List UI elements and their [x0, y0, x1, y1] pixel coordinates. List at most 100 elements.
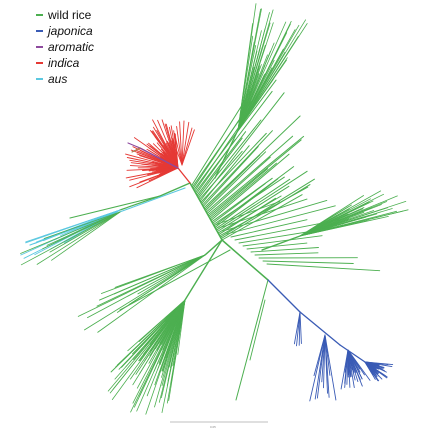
- japonica-branch: [324, 334, 330, 398]
- indica-branch: [181, 120, 185, 166]
- wild-rice-branch: [111, 299, 186, 401]
- wild-rice-branch: [249, 299, 266, 361]
- wild-rice-branch: [51, 211, 121, 261]
- wild-rice-branch: [214, 129, 239, 179]
- wild-rice-branch: [209, 168, 269, 218]
- legend-item-aromatic: aromatic: [36, 39, 94, 55]
- legend-label-wild-rice: wild rice: [48, 8, 92, 22]
- legend-item-aus: aus: [36, 71, 94, 87]
- wild-rice-branch: [208, 139, 302, 217]
- wild-rice-branch: [261, 235, 301, 251]
- wild-rice-branch: [214, 201, 281, 226]
- wild-rice-branch: [198, 119, 262, 199]
- wild-rice-branch: [250, 247, 319, 253]
- indica-branch: [136, 167, 179, 189]
- wild-rice-branch: [235, 279, 269, 401]
- wild-rice-branch: [184, 239, 223, 301]
- wild-rice-branch: [221, 194, 303, 241]
- legend-swatch-wild-rice: [36, 14, 43, 16]
- japonica-branch: [316, 334, 326, 399]
- scale-bar-label: 0.05: [210, 425, 216, 429]
- wild-rice-branch: [212, 183, 266, 224]
- wild-rice-branch: [84, 254, 206, 331]
- legend-swatch-japonica: [36, 30, 43, 32]
- wild-rice-branch: [210, 162, 277, 220]
- wild-rice-branch: [254, 252, 319, 256]
- wild-rice-branch: [206, 156, 271, 214]
- wild-rice-branch: [20, 211, 121, 266]
- wild-rice-branch: [216, 185, 290, 232]
- wild-rice-branch: [238, 226, 342, 244]
- indica-branch: [171, 137, 183, 166]
- wild-rice-branch: [204, 154, 261, 210]
- wild-rice-branch: [119, 195, 161, 211]
- wild-rice-branch: [201, 145, 250, 204]
- legend-item-indica: indica: [36, 55, 94, 71]
- legend: wild rice japonica aromatic indica aus: [36, 7, 94, 87]
- wild-rice-branch: [49, 211, 121, 253]
- indica-branch: [181, 129, 195, 166]
- wild-rice-branch: [77, 254, 206, 317]
- wild-rice-branch: [100, 254, 206, 294]
- wild-rice-branch: [207, 135, 305, 216]
- aromatic-branch: [131, 147, 141, 153]
- tree-branches: [20, 3, 409, 415]
- wild-rice-branch: [237, 22, 274, 131]
- legend-swatch-aus: [36, 78, 43, 80]
- wild-rice-branch: [237, 67, 273, 131]
- wild-rice-branch: [99, 254, 206, 301]
- wild-rice-branch: [237, 9, 274, 131]
- wild-rice-branch: [136, 299, 186, 412]
- aus-branch: [25, 209, 121, 244]
- backbone-branch: [204, 239, 223, 256]
- wild-rice-branch: [299, 190, 382, 237]
- japonica-branch: [347, 349, 371, 381]
- indica-branch: [181, 121, 190, 166]
- wild-rice-branch: [203, 115, 301, 209]
- wild-rice-branch: [220, 184, 311, 240]
- backbone-branch: [221, 239, 269, 281]
- indica-branch: [177, 167, 191, 184]
- wild-rice-branch: [237, 19, 307, 131]
- wild-rice-branch: [205, 151, 267, 211]
- indica-branch: [174, 136, 183, 166]
- wild-rice-branch: [230, 219, 308, 238]
- wild-rice-branch: [203, 146, 259, 207]
- wild-rice-branch: [199, 150, 243, 200]
- wild-rice-branch: [237, 30, 262, 131]
- wild-rice-branch: [170, 299, 186, 384]
- japonica-branch: [364, 361, 394, 366]
- wild-rice-branch: [202, 130, 273, 206]
- wild-rice-branch: [222, 199, 328, 232]
- japonica-branch: [324, 334, 337, 401]
- wild-rice-branch: [266, 263, 381, 272]
- wild-rice-branch: [69, 195, 161, 219]
- legend-swatch-indica: [36, 62, 43, 64]
- wild-rice-branch: [87, 254, 206, 319]
- japonica-branch: [339, 344, 366, 363]
- aromatic-branch: [139, 147, 179, 169]
- wild-rice-branch: [36, 211, 121, 265]
- legend-label-indica: indica: [48, 56, 80, 70]
- wild-rice-branch: [216, 170, 308, 231]
- legend-item-japonica: japonica: [36, 23, 94, 39]
- wild-rice-branch: [218, 198, 308, 229]
- wild-rice-branch: [20, 211, 121, 254]
- wild-rice-branch: [242, 235, 323, 247]
- japonica-branch: [323, 334, 326, 389]
- legend-swatch-aromatic: [36, 46, 43, 48]
- wild-rice-branch: [42, 211, 121, 250]
- aromatic-branch: [127, 142, 141, 149]
- wild-rice-branch: [234, 218, 346, 241]
- legend-label-aromatic: aromatic: [48, 40, 95, 54]
- wild-rice-branch: [110, 299, 186, 373]
- wild-rice-branch: [206, 135, 294, 213]
- japonica-branch: [299, 311, 302, 344]
- legend-label-aus: aus: [48, 72, 68, 86]
- wild-rice-branch: [237, 3, 257, 131]
- wild-rice-branch: [129, 299, 186, 358]
- backbone-branch: [159, 182, 191, 197]
- wild-rice-branch: [119, 249, 231, 311]
- japonica-branch: [299, 311, 341, 346]
